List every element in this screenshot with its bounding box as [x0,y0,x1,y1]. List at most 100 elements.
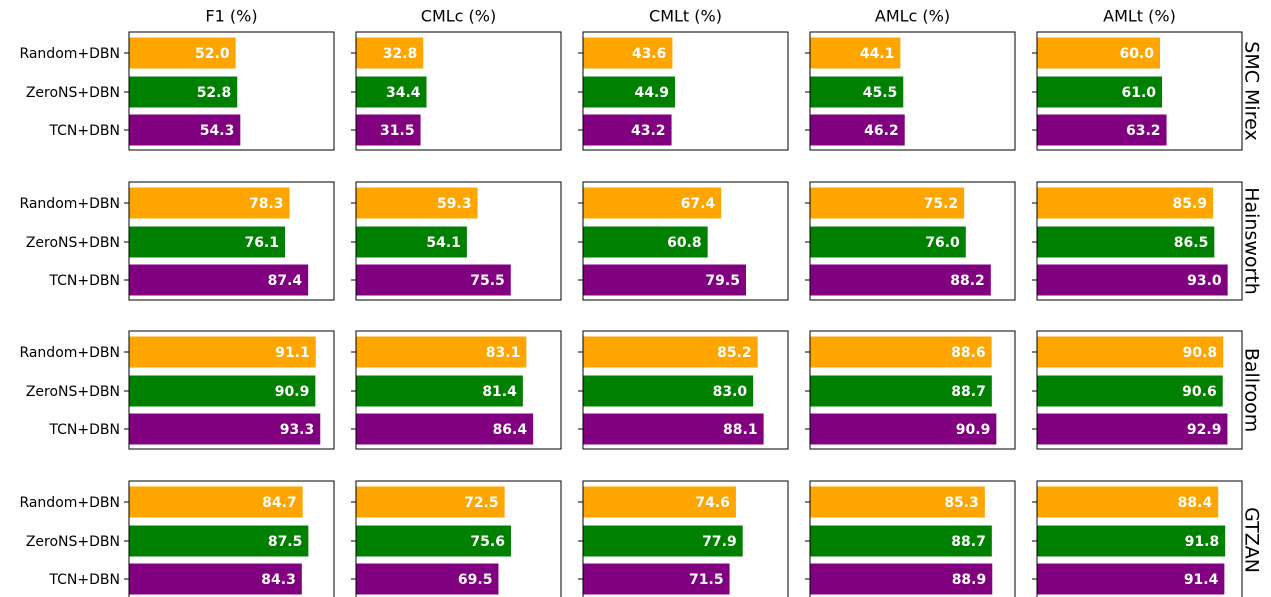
bar [129,76,238,108]
panel-frame [1036,181,1243,301]
value-label: 88.9 [952,572,987,588]
panel-frame [128,181,335,301]
bar [1037,187,1214,219]
bar [583,413,764,445]
bar [356,264,511,296]
bar [810,187,965,219]
value-label: 83.0 [713,384,748,400]
value-label: 76.1 [244,235,279,251]
bar [810,76,904,108]
bar [583,76,676,108]
column-title: AMLt (%) [1103,7,1176,26]
value-label: 84.3 [261,572,296,588]
value-label: 67.4 [681,196,716,212]
value-label: 83.1 [486,345,521,361]
bar [129,563,302,595]
panel-frame [582,480,789,597]
bar [810,264,991,296]
value-label: 93.0 [1187,273,1222,289]
value-label: 52.0 [195,46,230,62]
y-tick-label: ZeroNS+DBN [26,534,120,550]
bar [129,413,321,445]
bar [356,76,427,108]
panel-frame [809,181,1016,301]
value-label: 63.2 [1126,123,1161,139]
value-label: 87.4 [268,273,303,289]
panel-frame [355,330,562,450]
panel-frame [128,31,335,151]
bar [1037,336,1224,368]
value-label: 74.6 [695,495,730,511]
bar [129,525,309,557]
bar [1037,413,1228,445]
panel-frame [1036,480,1243,597]
column-title: CMLc (%) [421,7,496,26]
value-label: 54.1 [426,235,461,251]
row-label: SMC Mirex [1241,41,1263,140]
column-title: F1 (%) [205,7,257,26]
bar [810,563,993,595]
y-tick-label: TCN+DBN [48,123,120,139]
value-label: 60.8 [667,235,702,251]
bar [356,336,527,368]
panel-frame [128,330,335,450]
bar [356,375,523,407]
panel-frame [809,480,1016,597]
value-label: 43.6 [632,46,667,62]
bar [129,264,309,296]
value-label: 45.5 [863,85,898,101]
bar [810,413,997,445]
bar [583,336,758,368]
y-tick-label: ZeroNS+DBN [26,384,120,400]
value-label: 79.5 [705,273,740,289]
panel-frame [582,330,789,450]
value-label: 85.9 [1173,196,1208,212]
value-label: 88.7 [951,384,986,400]
bar [810,336,992,368]
value-label: 93.3 [280,422,315,438]
bar [1037,525,1226,557]
bar [810,486,985,518]
column-title: AMLc (%) [875,7,950,26]
bar [129,375,316,407]
bar [583,114,672,146]
row-label: Hainsworth [1241,187,1263,295]
y-tick-label: Random+DBN [19,345,120,361]
value-label: 91.4 [1184,572,1219,588]
value-label: 75.5 [470,273,505,289]
y-tick-label: Random+DBN [19,196,120,212]
y-tick-label: Random+DBN [19,495,120,511]
bar [129,226,286,258]
value-label: 91.8 [1185,534,1220,550]
value-label: 54.3 [200,123,235,139]
bar [129,37,236,69]
value-label: 90.6 [1182,384,1217,400]
value-label: 86.5 [1174,235,1209,251]
value-label: 44.9 [634,85,669,101]
bar [583,226,708,258]
value-label: 43.2 [631,123,666,139]
value-label: 75.2 [924,196,959,212]
bar [583,37,673,69]
value-label: 31.5 [380,123,415,139]
value-label: 78.3 [249,196,284,212]
value-label: 90.9 [956,422,991,438]
y-tick-label: ZeroNS+DBN [26,235,120,251]
bar [356,486,505,518]
value-label: 84.7 [262,495,297,511]
value-label: 86.4 [493,422,528,438]
y-tick-label: TCN+DBN [48,422,120,438]
value-label: 77.9 [702,534,737,550]
value-label: 76.0 [925,235,960,251]
value-label: 85.2 [717,345,752,361]
row-label: Ballroom [1241,348,1263,432]
value-label: 52.8 [197,85,232,101]
bar [810,375,992,407]
bar [1037,486,1219,518]
bar [1037,375,1223,407]
value-label: 88.2 [950,273,985,289]
bar [810,114,905,146]
bar [583,525,743,557]
panel-frame [355,181,562,301]
bar [129,336,316,368]
